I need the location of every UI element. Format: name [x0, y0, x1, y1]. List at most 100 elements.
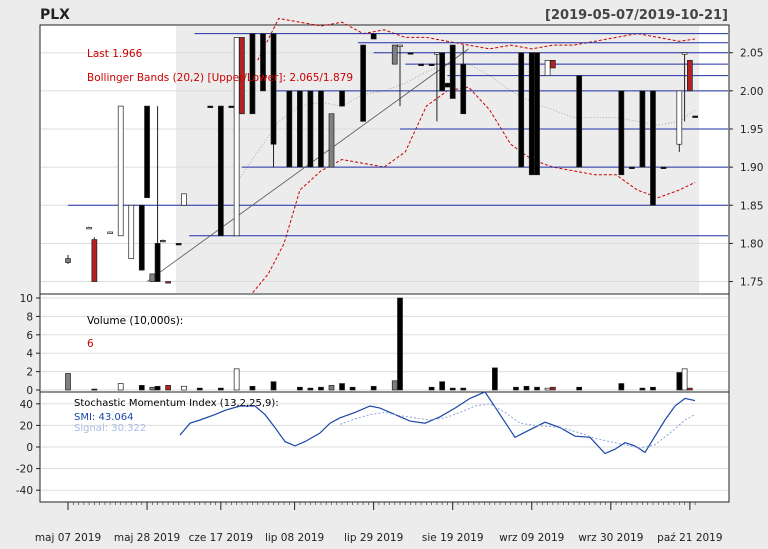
candle-body — [107, 231, 114, 234]
candle-body — [439, 52, 446, 92]
date-range-label: [2019-05-07/2019-10-21] — [545, 8, 728, 23]
smi-panel: -40 -20 0 20 40 Stochastic Momentum Index (1… — [16, 391, 730, 503]
price-ytick-label: 1.85 — [740, 200, 763, 212]
candle-body — [217, 105, 224, 237]
x-axis: maj 07 2019 maj 28 2019 cze 17 2019 lip 08 … — [35, 502, 723, 544]
volume-bar — [549, 386, 556, 391]
volume-bar — [576, 386, 583, 391]
signal-line — [339, 403, 696, 449]
volume-ytick-label: 0 — [26, 385, 33, 397]
volume-bar — [639, 387, 646, 391]
volume-ytick-label: 4 — [26, 348, 33, 360]
volume-bar — [618, 383, 625, 391]
volume-bar — [249, 385, 256, 391]
volume-bar — [439, 381, 446, 391]
chart-title: PLX — [40, 7, 70, 23]
x-tick-label: cze 17 2019 — [189, 532, 254, 544]
x-tick-label: wrz 30 2019 — [578, 532, 643, 544]
volume-bar — [676, 372, 683, 391]
volume-bar — [149, 386, 156, 391]
candle-body — [460, 63, 467, 115]
price-ytick-label: 1.80 — [740, 238, 763, 250]
x-tick-label: lip 08 2019 — [265, 532, 324, 544]
candle-body — [117, 105, 124, 237]
price-ytick-label: 2.00 — [740, 86, 763, 98]
last-price-annotation: Last 1.966 — [87, 48, 143, 60]
candle-body — [397, 44, 403, 47]
smi-value-label: SMI: 43.064 — [74, 412, 133, 423]
candle-body — [318, 90, 324, 168]
candle-body — [65, 258, 71, 263]
volume-bar — [523, 385, 530, 391]
volume-bar — [233, 368, 240, 391]
x-tick-label: lip 29 2019 — [344, 532, 403, 544]
candle-body — [339, 90, 345, 107]
candle-body — [428, 63, 435, 66]
x-tick-label: paź 21 2019 — [657, 532, 722, 544]
candle-body — [549, 59, 556, 69]
volume-bar — [681, 368, 688, 391]
candle-body — [544, 59, 551, 76]
volume-bar — [370, 385, 377, 391]
candle-body — [328, 113, 335, 168]
smi-ytick-label: -40 — [16, 485, 33, 497]
volume-bar — [513, 386, 519, 391]
x-tick-label: maj 28 2019 — [114, 532, 180, 544]
candle-body — [286, 90, 293, 168]
smi-indicator-label: Stochastic Momentum Index (13,2,25,9): — [74, 398, 279, 409]
volume-bar — [687, 387, 693, 391]
volume-bar — [534, 386, 540, 391]
x-tick-label: maj 07 2019 — [35, 532, 101, 544]
volume-bar — [328, 385, 335, 391]
candle-body — [307, 90, 314, 168]
candle-body — [391, 44, 398, 65]
candle-body — [297, 90, 303, 168]
candle-body — [434, 52, 440, 55]
price-ytick-label: 1.90 — [740, 162, 763, 174]
candle-body — [639, 90, 646, 168]
bollinger-middle-band — [236, 63, 696, 183]
candle-body — [687, 59, 693, 92]
volume-bar — [318, 386, 324, 391]
candle-body — [91, 239, 98, 282]
smi-ytick-label: -20 — [16, 464, 33, 476]
candle-body — [418, 63, 424, 66]
candle-body — [239, 37, 245, 115]
candle-body — [407, 52, 414, 55]
volume-bar — [460, 387, 467, 391]
volume-bar — [91, 388, 98, 391]
bollinger-annotation: Bollinger Bands (20,2) [Upper/Lower]: 2.… — [87, 72, 353, 84]
candle-body — [534, 52, 540, 176]
candle-body — [681, 52, 688, 55]
candle-body — [618, 90, 625, 176]
candle-body — [86, 227, 92, 230]
volume-bar — [165, 385, 171, 391]
candle-body — [154, 243, 161, 282]
candle-body — [518, 52, 525, 168]
candle-body — [692, 115, 698, 118]
candle-body — [181, 193, 187, 206]
volume-bar — [397, 297, 403, 391]
candle-body — [228, 105, 235, 108]
candle-body — [128, 204, 135, 260]
volume-bar — [196, 387, 203, 391]
volume-ytick-label: 6 — [26, 330, 33, 342]
candle-body — [660, 166, 667, 169]
volume-bar — [154, 385, 161, 391]
x-tick-label: sie 19 2019 — [422, 532, 484, 544]
price-ytick-label: 1.95 — [740, 124, 763, 136]
volume-bar — [181, 385, 187, 391]
price-panel: 1.751.801.851.901.952.002.05 Last 1.966 … — [39, 17, 763, 305]
volume-bar — [492, 367, 498, 391]
candle-body — [449, 44, 456, 99]
candle-body — [370, 33, 377, 40]
candle-body — [444, 82, 451, 88]
price-ytick-label: 2.05 — [740, 48, 763, 60]
candle-body — [576, 75, 583, 168]
candle-body — [165, 281, 171, 284]
candle-body — [233, 37, 240, 237]
x-tick-label: wrz 09 2019 — [499, 532, 564, 544]
volume-bar — [65, 373, 71, 391]
volume-bar — [217, 387, 224, 391]
price-ytick-label: 1.75 — [740, 277, 763, 289]
